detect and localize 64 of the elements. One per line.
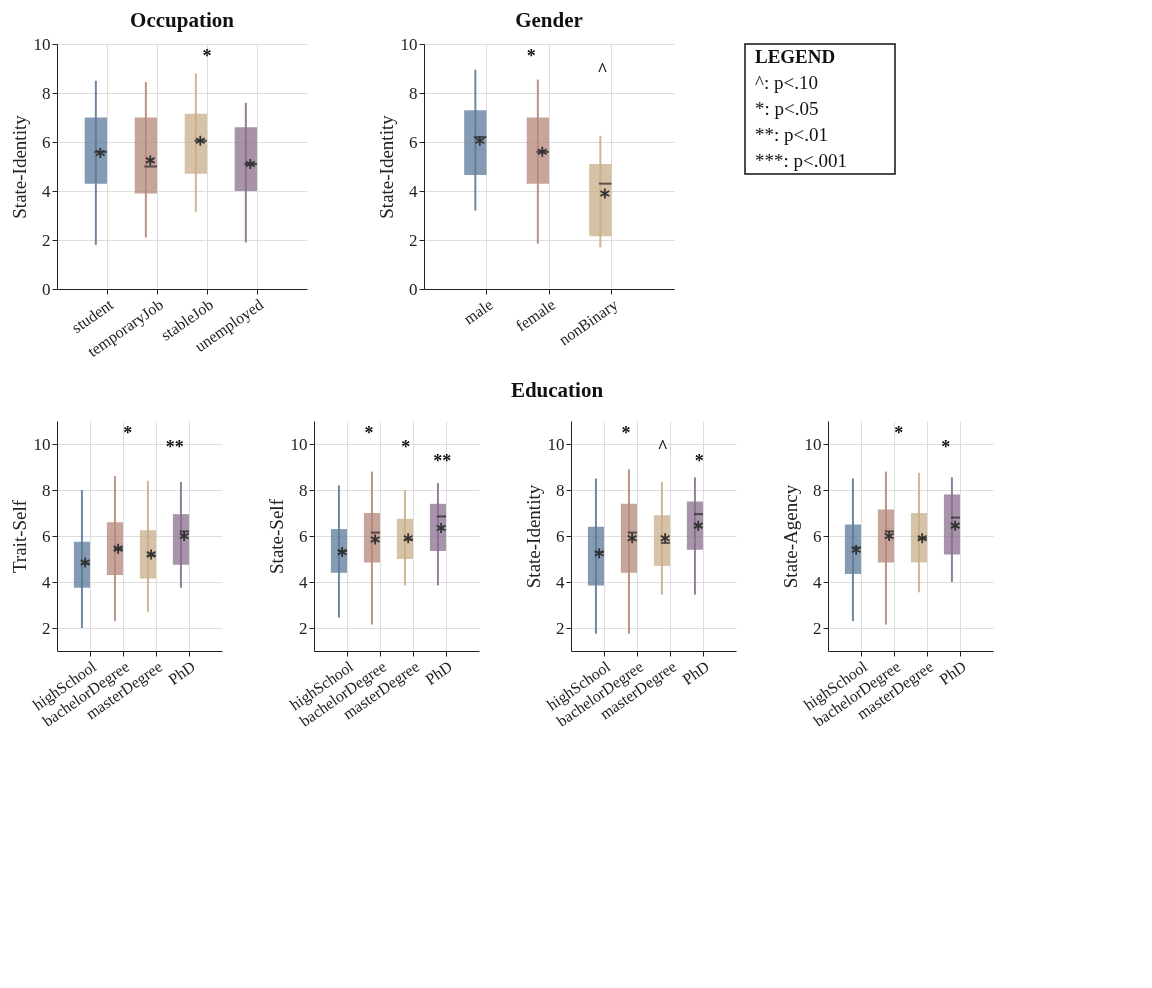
text: Education [510, 378, 604, 402]
y-tick-label: 6 [556, 526, 565, 546]
y-tick-label: 10 [33, 34, 51, 54]
annotation: * [941, 437, 951, 457]
annotation: * [364, 423, 374, 443]
annotation: ^ [657, 437, 668, 457]
y-axis-title: State-Identity [375, 114, 397, 219]
x-tick-label: male [460, 295, 496, 328]
annotation: ** [165, 437, 184, 457]
annotation: * [123, 423, 133, 443]
y-tick-label: 8 [813, 480, 822, 500]
annotation: * [526, 46, 536, 66]
y-tick-label: 8 [42, 83, 51, 103]
y-tick-label: 2 [409, 230, 418, 250]
y-tick-label: 8 [556, 480, 565, 500]
y-tick-label: 4 [42, 572, 51, 592]
text: *: p<.05 [755, 98, 819, 119]
y-tick-label: 2 [42, 618, 51, 638]
text: **: p<.01 [755, 124, 828, 145]
y-tick-label: 0 [409, 279, 418, 299]
x-tick-label: PhD [679, 657, 713, 688]
text: ^: p<.10 [755, 72, 818, 93]
text: LEGEND [755, 46, 836, 67]
x-tick-label: PhD [936, 657, 970, 688]
annotation: * [621, 423, 631, 443]
x-tick-label: PhD [422, 657, 456, 688]
y-tick-label: 0 [42, 279, 51, 299]
x-tick-label: PhD [165, 657, 199, 688]
y-tick-label: 10 [33, 434, 51, 454]
text: ***: p<.001 [755, 150, 847, 171]
y-tick-label: 10 [804, 434, 822, 454]
y-tick-label: 6 [409, 132, 418, 152]
y-tick-label: 10 [547, 434, 565, 454]
annotation: * [401, 437, 411, 457]
y-tick-label: 8 [299, 480, 308, 500]
y-tick-label: 4 [813, 572, 822, 592]
y-tick-label: 2 [42, 230, 51, 250]
y-tick-label: 6 [299, 526, 308, 546]
annotation: * [894, 423, 904, 443]
y-axis-title: State-Self [265, 498, 287, 574]
y-tick-label: 10 [290, 434, 308, 454]
y-tick-label: 2 [299, 618, 308, 638]
y-axis-title: State-Identity [522, 484, 544, 589]
annotation: ^ [597, 60, 608, 80]
annotation: ** [433, 451, 452, 471]
y-axis-title: Trait-Self [8, 499, 30, 574]
y-tick-label: 6 [813, 526, 822, 546]
annotation: * [694, 451, 704, 471]
y-tick-label: 6 [42, 526, 51, 546]
annotation: * [202, 46, 212, 66]
y-tick-label: 2 [813, 618, 822, 638]
chart-title: Gender [515, 8, 583, 32]
y-axis-title: State-Identity [8, 114, 30, 219]
y-tick-label: 8 [42, 480, 51, 500]
y-tick-label: 8 [409, 83, 418, 103]
y-tick-label: 4 [556, 572, 565, 592]
y-tick-label: 4 [42, 181, 51, 201]
chart-title: Occupation [130, 8, 235, 32]
y-tick-label: 4 [299, 572, 308, 592]
y-tick-label: 6 [42, 132, 51, 152]
y-tick-label: 4 [409, 181, 418, 201]
y-axis-title: State-Agency [779, 484, 801, 589]
y-tick-label: 2 [556, 618, 565, 638]
y-tick-label: 10 [400, 34, 418, 54]
